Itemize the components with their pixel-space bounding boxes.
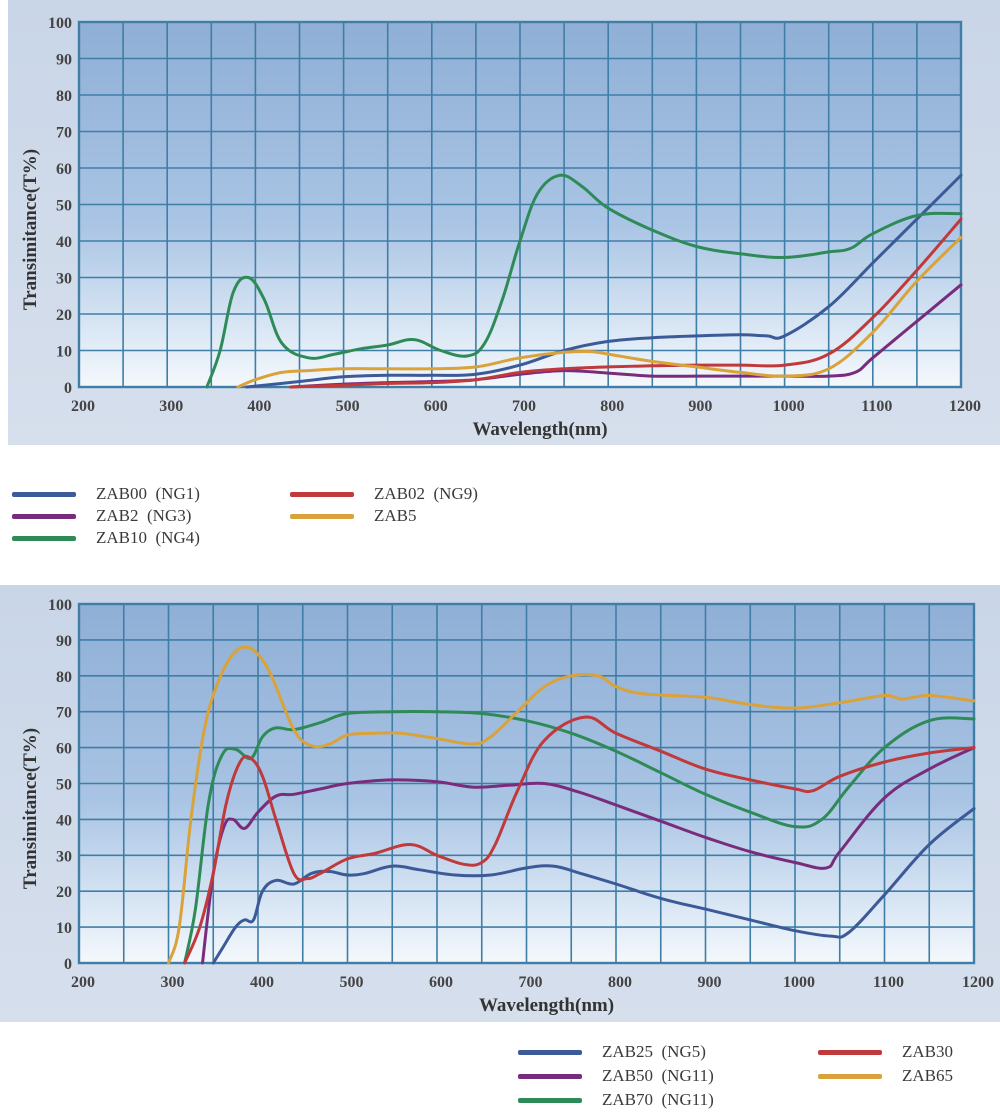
x-tick-label: 400 [250, 974, 274, 991]
legend-item: ZAB5 [290, 506, 417, 526]
y-tick-label: 50 [56, 198, 72, 215]
plot-border [77, 602, 976, 965]
x-tick-label: 200 [71, 398, 95, 415]
legend-label: ZAB70 (NG11) [602, 1090, 714, 1109]
legend-item: ZAB00 (NG1) [12, 484, 200, 504]
series-line-zab25 [211, 807, 976, 965]
y-tick-label: 40 [56, 812, 72, 829]
y-tick-label: 100 [48, 15, 72, 32]
series-line-zab5 [236, 235, 963, 389]
y-tick-label: 0 [64, 956, 72, 973]
x-tick-label: 1000 [783, 974, 815, 991]
legend-swatch [12, 513, 76, 519]
legend-label: ZAB30 [902, 1042, 953, 1061]
chart-1-legend: ZAB00 (NG1) ZAB2 (NG3) ZAB10 (NG4) ZAB02… [0, 470, 548, 562]
y-tick-label: 60 [56, 741, 72, 758]
y-tick-label: 70 [56, 125, 72, 142]
legend-label: ZAB10 (NG4) [96, 528, 200, 547]
legend-swatch [518, 1097, 582, 1103]
x-tick-label: 1200 [949, 398, 981, 415]
y-tick-label: 50 [56, 777, 72, 794]
chart-2: 0 10 20 30 40 50 60 70 80 90 100 200 300 400 500 600 700… [20, 597, 994, 1016]
y-tick-label: 70 [56, 705, 72, 722]
y-tick-label: 90 [56, 633, 72, 650]
x-tick-label: 1200 [962, 974, 994, 991]
legend-item: ZAB50 (NG11) [518, 1066, 714, 1086]
legend-item: ZAB25 (NG5) [518, 1042, 706, 1062]
x-tick-label: 500 [340, 974, 364, 991]
x-tick-label: 300 [159, 398, 183, 415]
y-tick-label: 40 [56, 234, 72, 251]
legend-item: ZAB70 (NG11) [518, 1090, 714, 1110]
x-tick-label: 200 [71, 974, 95, 991]
legend-swatch [518, 1073, 582, 1079]
legend-item: ZAB65 [818, 1066, 953, 1086]
series-line-zab50 [201, 746, 976, 965]
y-axis-label: Transimitance(T%) [20, 728, 41, 889]
y-axis-label: Transimitance(T%) [20, 149, 41, 310]
y-tick-label: 10 [56, 344, 72, 361]
x-tick-label: 500 [336, 398, 360, 415]
y-tick-label: 30 [56, 271, 72, 288]
legend-swatch [518, 1049, 582, 1055]
y-tick-label: 80 [56, 88, 72, 105]
x-tick-label: 900 [688, 398, 712, 415]
x-tick-label: 900 [698, 974, 722, 991]
series-line-zab10 [205, 173, 963, 389]
y-tick-label: 10 [56, 920, 72, 937]
y-tick-label: 30 [56, 848, 72, 865]
y-tick-label: 100 [48, 597, 72, 614]
legend-swatch [290, 491, 354, 497]
legend-label: ZAB25 (NG5) [602, 1042, 706, 1061]
x-tick-label: 400 [247, 398, 271, 415]
y-tick-label: 20 [56, 307, 72, 324]
x-tick-label: 1100 [873, 974, 904, 991]
x-axis-label: Wavelength(nm) [472, 419, 607, 440]
series-line-zab65 [167, 645, 976, 965]
legend-swatch [818, 1049, 882, 1055]
y-tick-label: 80 [56, 669, 72, 686]
chart-1: 0 10 20 30 40 50 60 70 80 90 100 200 300 400 500 600 700… [20, 15, 981, 440]
x-tick-label: 600 [429, 974, 453, 991]
y-tick-label: 60 [56, 161, 72, 178]
legend-label: ZAB50 (NG11) [602, 1066, 714, 1085]
series-line-zab30 [183, 715, 976, 965]
series-line-zab70 [183, 709, 976, 965]
legend-label: ZAB65 [902, 1066, 953, 1085]
series-line-zab00 [245, 173, 963, 389]
plot-border [77, 20, 963, 389]
x-tick-label: 800 [608, 974, 632, 991]
y-tick-label: 20 [56, 884, 72, 901]
legend-item: ZAB2 (NG3) [12, 506, 191, 526]
legend-swatch [290, 513, 354, 519]
legend-label: ZAB00 (NG1) [96, 484, 200, 503]
legend-swatch [818, 1073, 882, 1079]
x-tick-label: 700 [519, 974, 543, 991]
legend-item: ZAB10 (NG4) [12, 528, 200, 548]
legend-swatch [12, 491, 76, 497]
series-line-zab02 [289, 217, 963, 389]
chart-2-legend: ZAB25 (NG5) ZAB50 (NG11) ZAB70 (NG11) ZA… [500, 1034, 995, 1117]
legend-item: ZAB02 (NG9) [290, 484, 478, 504]
x-tick-label: 700 [512, 398, 536, 415]
legend-label: ZAB02 (NG9) [374, 484, 478, 503]
legend-label: ZAB5 [374, 506, 417, 525]
y-tick-label: 0 [64, 380, 72, 397]
x-axis-label: Wavelength(nm) [479, 995, 614, 1016]
y-tick-label: 90 [56, 52, 72, 69]
x-tick-label: 1000 [773, 398, 805, 415]
legend-swatch [12, 535, 76, 541]
x-tick-label: 800 [600, 398, 624, 415]
legend-item: ZAB30 [818, 1042, 953, 1062]
legend-label: ZAB2 (NG3) [96, 506, 192, 525]
x-tick-label: 600 [424, 398, 448, 415]
x-tick-label: 300 [161, 974, 185, 991]
x-tick-label: 1100 [861, 398, 892, 415]
